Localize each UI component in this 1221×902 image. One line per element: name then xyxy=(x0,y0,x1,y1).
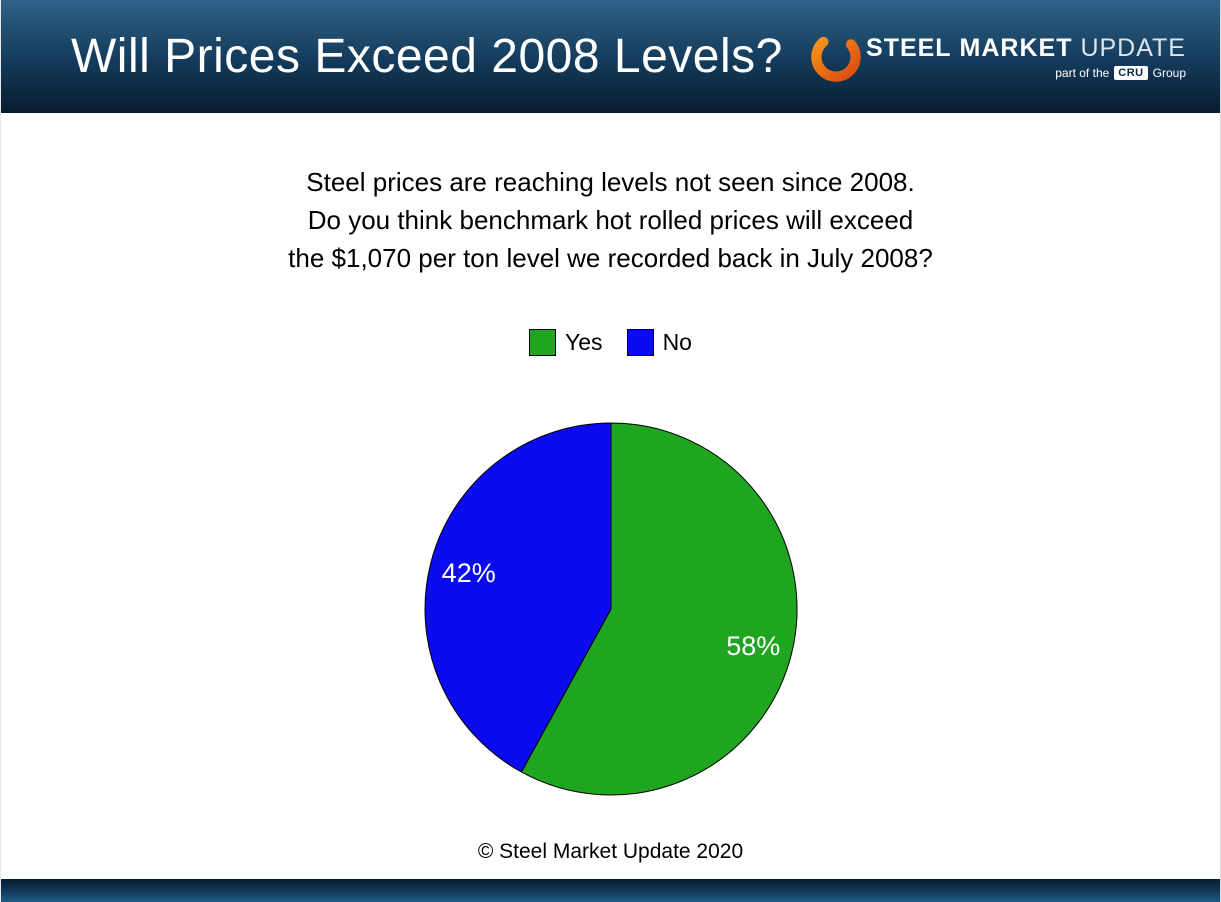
pie-chart-svg: 58% 42% xyxy=(424,422,797,796)
steel-market-update-logo: STEEL MARKET UPDATE part of the CRU Grou… xyxy=(808,29,1186,85)
chart-legend: Yes No xyxy=(529,329,692,356)
copyright-text: © Steel Market Update 2020 xyxy=(477,840,744,863)
legend-label-no: No xyxy=(662,329,692,355)
logo-market: MARKET xyxy=(959,33,1073,62)
legend-swatch-no xyxy=(626,329,654,356)
logo-tagline: part of the CRU Group xyxy=(1055,65,1186,80)
swoosh-icon xyxy=(811,36,861,82)
logo-text: STEEL MARKET UPDATE part of the CRU Grou… xyxy=(866,34,1186,80)
question-line-3: the $1,070 per ton level we recorded bac… xyxy=(288,243,933,273)
tagline-prefix: part of the xyxy=(1055,65,1110,80)
slide-content: Steel prices are reaching levels not see… xyxy=(1,113,1220,864)
legend-item-no: No xyxy=(626,329,692,356)
logo-steel: STEEL xyxy=(866,33,952,62)
tagline-suffix: Group xyxy=(1152,65,1186,80)
header-banner: Will Prices Exceed 2008 Levels? STEEL MA… xyxy=(1,0,1220,113)
cru-logo: CRU xyxy=(1114,65,1148,80)
pie-data-label-no: 42% xyxy=(441,558,495,588)
legend-item-yes: Yes xyxy=(529,329,603,356)
logo-update: UPDATE xyxy=(1080,33,1186,62)
pie-slice-no xyxy=(424,422,611,773)
question-line-2: Do you think benchmark hot rolled prices… xyxy=(307,205,914,235)
poll-question: Steel prices are reaching levels not see… xyxy=(288,163,933,277)
pie-slice-yes xyxy=(520,422,797,796)
legend-swatch-yes xyxy=(529,329,557,356)
question-line-1: Steel prices are reaching levels not see… xyxy=(306,167,915,197)
legend-label-yes: Yes xyxy=(565,329,603,355)
page-title: Will Prices Exceed 2008 Levels? xyxy=(71,30,783,83)
footer-bar xyxy=(1,879,1220,902)
logo-wordmark: STEEL MARKET UPDATE xyxy=(866,34,1186,63)
pie-chart: 58% 42% xyxy=(416,414,806,804)
pie-data-label-yes: 58% xyxy=(726,631,780,661)
